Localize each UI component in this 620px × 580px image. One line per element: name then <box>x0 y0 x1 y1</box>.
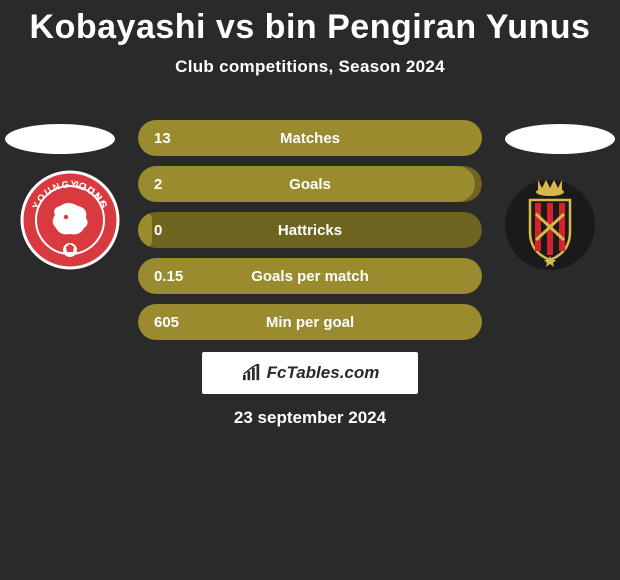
stat-row-min-per-goal: 605 Min per goal <box>138 304 482 340</box>
stat-label: Matches <box>280 130 340 147</box>
stat-value: 13 <box>138 130 188 147</box>
stat-value: 0.15 <box>138 268 188 285</box>
stat-row-goals: 2 Goals <box>138 166 482 202</box>
club-crest-left: YOUNG LIONS YOUNG LIONS <box>20 170 120 275</box>
stripes-shield-badge-icon <box>500 170 600 270</box>
young-lions-badge-icon: YOUNG LIONS YOUNG LIONS <box>20 170 120 270</box>
country-flag-left <box>5 124 115 154</box>
stat-value: 605 <box>138 314 188 331</box>
brand-text: FcTables.com <box>267 363 380 383</box>
club-crest-right <box>500 170 600 275</box>
subtitle: Club competitions, Season 2024 <box>0 57 620 77</box>
bar-chart-icon <box>241 364 263 382</box>
stat-label: Hattricks <box>278 222 342 239</box>
stat-label: Min per goal <box>266 314 354 331</box>
stats-container: 13 Matches 2 Goals 0 Hattricks 0.15 Goal… <box>138 120 482 350</box>
stat-row-hattricks: 0 Hattricks <box>138 212 482 248</box>
stat-label: Goals per match <box>251 268 369 285</box>
brand-badge: FcTables.com <box>202 352 418 394</box>
stat-value: 0 <box>138 222 188 239</box>
stat-row-goals-per-match: 0.15 Goals per match <box>138 258 482 294</box>
stat-row-matches: 13 Matches <box>138 120 482 156</box>
stat-label: Goals <box>289 176 331 193</box>
page-title: Kobayashi vs bin Pengiran Yunus <box>0 0 620 47</box>
country-flag-right <box>505 124 615 154</box>
date-text: 23 september 2024 <box>0 408 620 428</box>
stat-value: 2 <box>138 176 188 193</box>
